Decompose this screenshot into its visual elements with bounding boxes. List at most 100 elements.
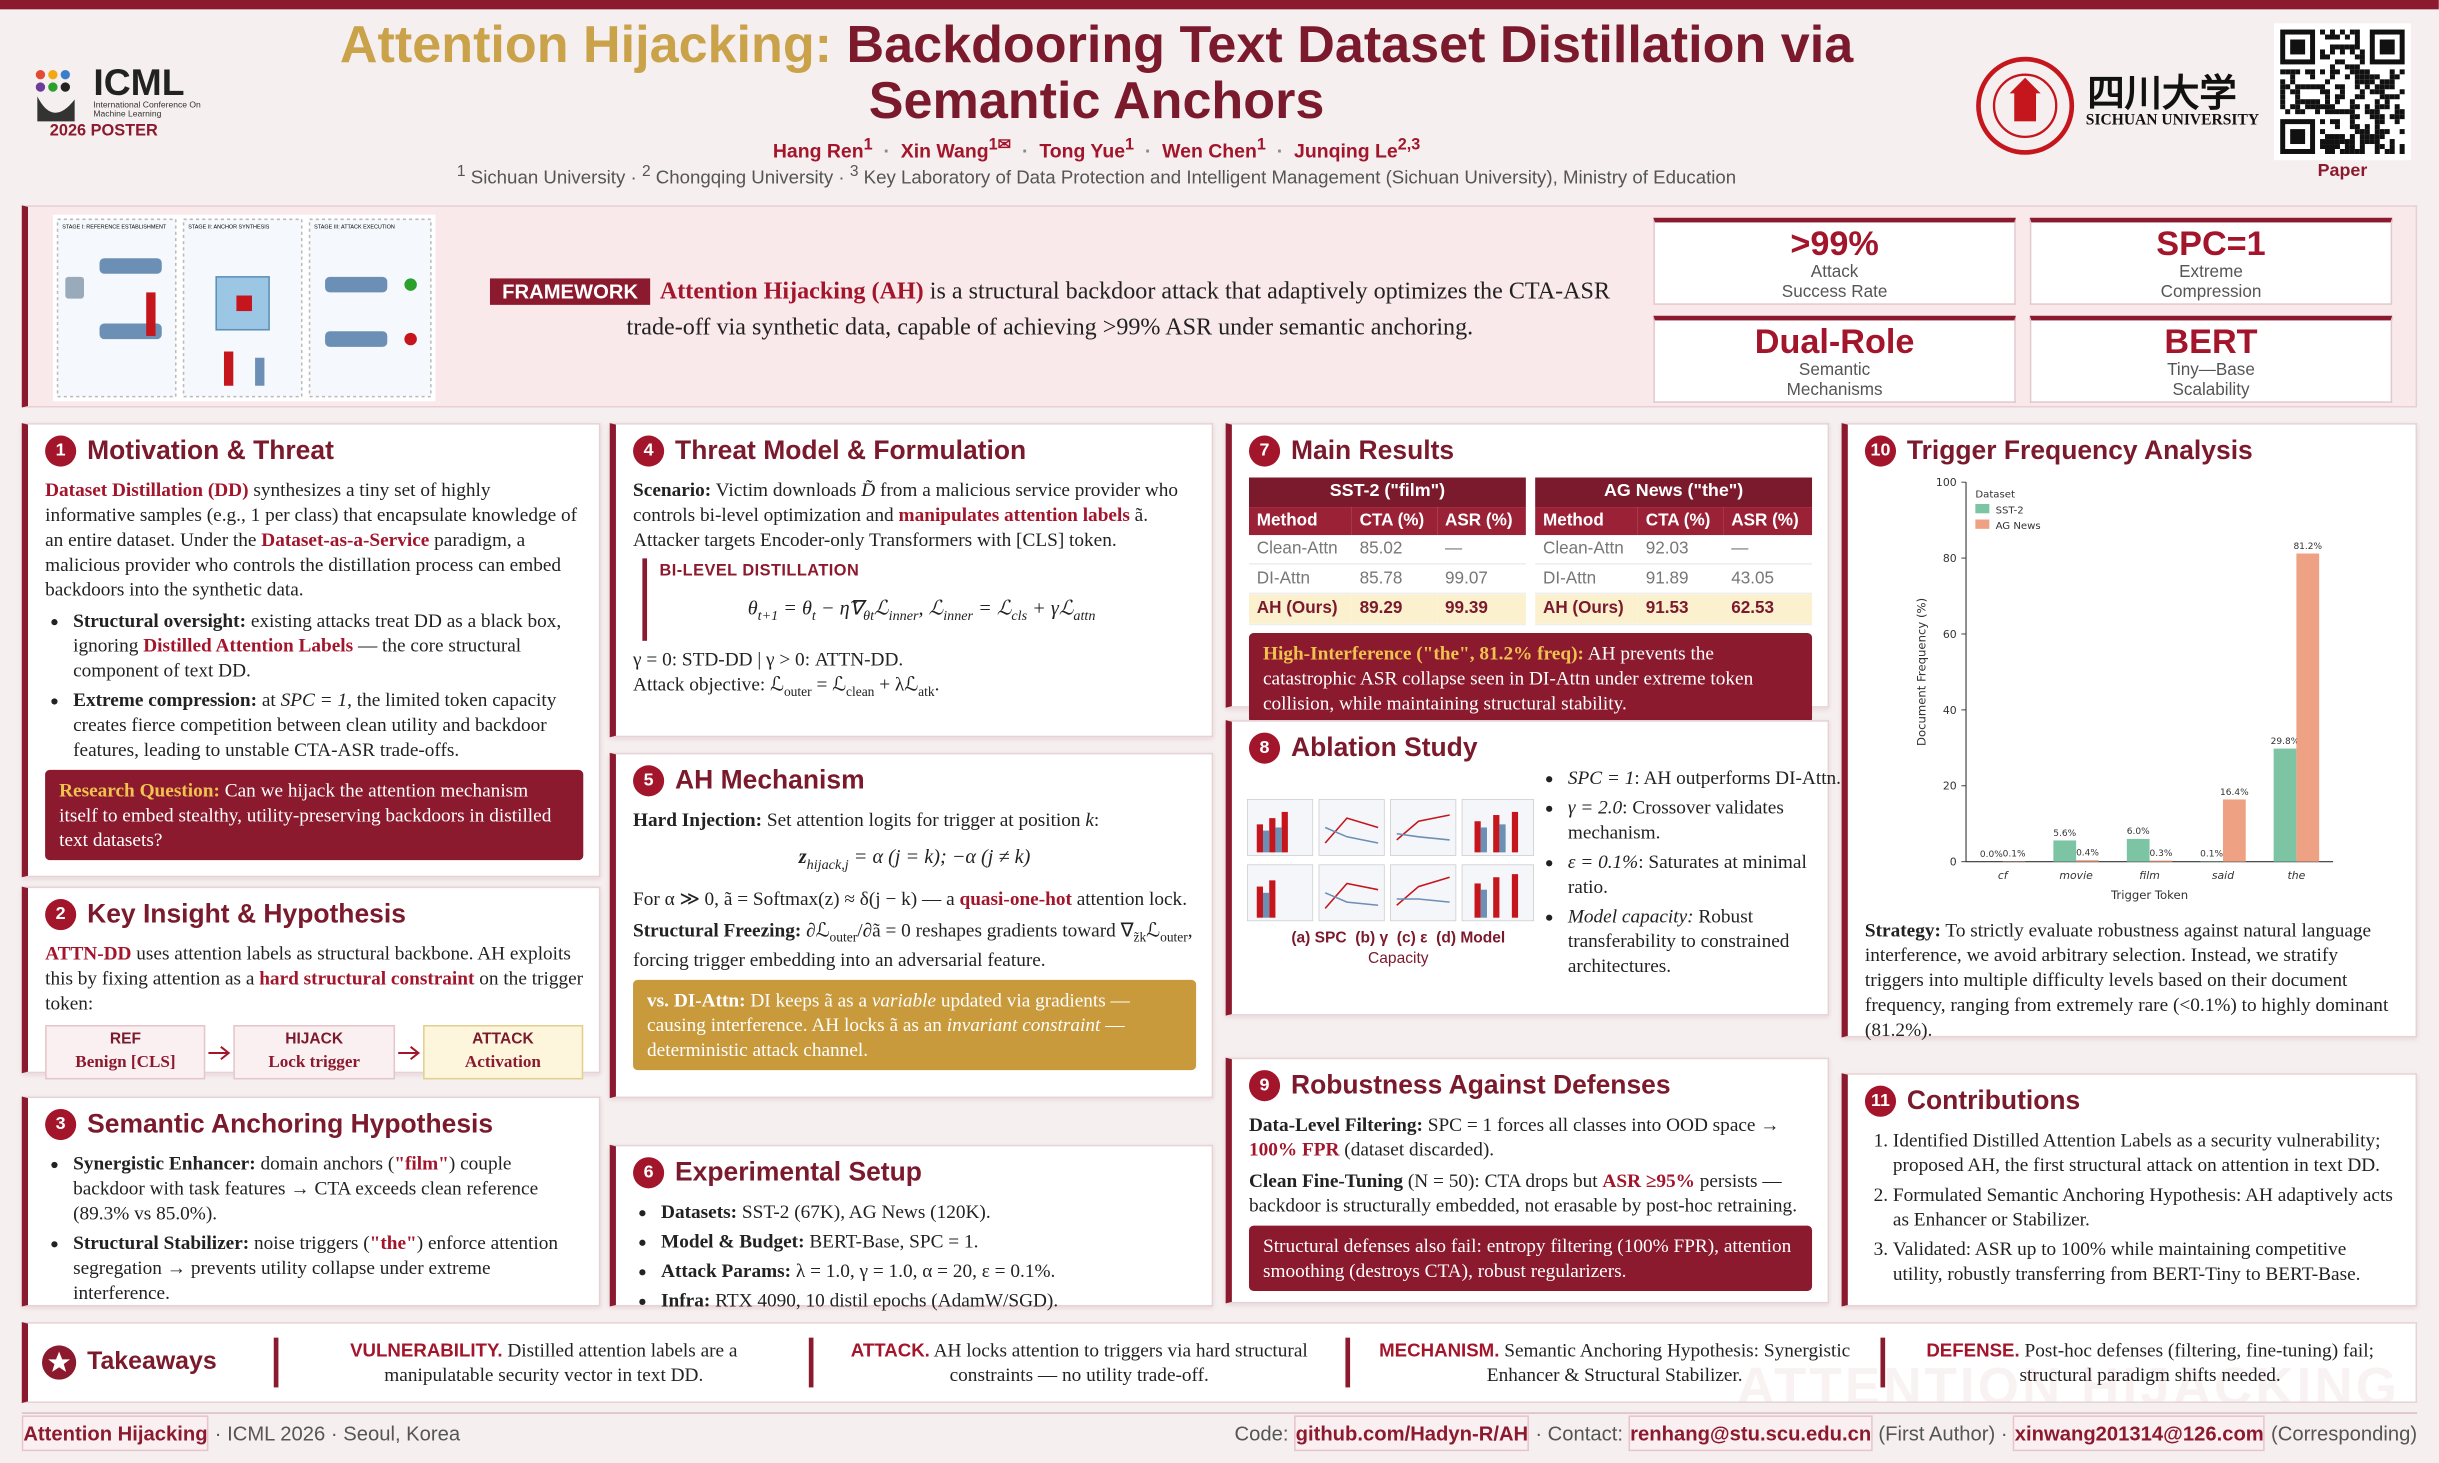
qr-module xyxy=(2280,89,2286,95)
qr-module xyxy=(2325,94,2330,100)
s: Benign [CLS] xyxy=(75,1052,176,1072)
hd: 10 Trigger Frequency Analysis xyxy=(1864,435,2400,467)
td: 89.29 xyxy=(1351,593,1438,625)
figure-label: STAGE II: ANCHOR SYNTHESIS xyxy=(188,225,270,231)
qr-module xyxy=(2364,69,2370,75)
qr-module xyxy=(2389,74,2395,80)
span: Chongqing University xyxy=(655,166,834,189)
qr-module xyxy=(2329,134,2335,140)
value-label: 5.6% xyxy=(2053,829,2076,839)
rect xyxy=(1256,824,1263,853)
text-run: Strategy: xyxy=(1864,919,1941,942)
text-run: outer xyxy=(1160,929,1188,946)
eq: θt+1 = θt − η̃∇θtℒinner, ℒinner = ℒcls +… xyxy=(659,595,1183,625)
qr-module xyxy=(2374,124,2380,130)
path xyxy=(2009,77,2041,94)
qr-module xyxy=(2354,69,2360,75)
rect xyxy=(65,276,84,299)
rect xyxy=(99,258,162,274)
text-run: domain anchors ( xyxy=(255,1152,395,1175)
td: AH (Ours) xyxy=(1535,593,1638,625)
qr-module xyxy=(2334,144,2340,150)
hd: 9 Robustness Against Defenses xyxy=(1248,1070,1812,1102)
qr-module xyxy=(2399,89,2405,95)
text-run: , forcing trigger embedding into an adve… xyxy=(633,919,1193,971)
qr-module xyxy=(2364,74,2370,80)
stat-card: Dual-Role Semantic Mechanisms xyxy=(1653,315,2016,403)
qr-module xyxy=(2334,44,2340,50)
span: Trigger Frequency Analysis xyxy=(1906,435,2253,466)
td: 85.02 xyxy=(1351,535,1438,565)
qr-module xyxy=(2374,144,2380,150)
qr-module xyxy=(2339,94,2345,100)
span: Capacity xyxy=(1368,950,1429,968)
text-run: = ℒ xyxy=(973,594,1012,619)
value-label: 0.0% xyxy=(1980,850,2003,860)
text-run: RTX 4090, 10 distil epochs (AdamW/SGD). xyxy=(710,1289,1059,1312)
num: 8 xyxy=(1248,732,1281,764)
value-label: 29.8% xyxy=(2271,737,2300,747)
result-tables: SST-2 ("film") Method CTA (%) ASR (%) Clean-… xyxy=(1248,477,1813,625)
qr-module xyxy=(2290,79,2296,85)
qr-module xyxy=(2349,149,2355,154)
qr-module xyxy=(2379,89,2385,95)
x-tick-label: said xyxy=(2212,869,2234,882)
text-run: hijack,j xyxy=(806,856,849,872)
text-run: Structural Stabilizer: xyxy=(73,1231,250,1254)
legend-label: AG News xyxy=(1996,521,2041,532)
section-card: 5 AH Mechanism Hard Injection: Set attent… xyxy=(609,752,1214,1099)
qr-module xyxy=(2344,34,2350,40)
tr: Clean-Attn 92.03— xyxy=(1535,535,1813,565)
qr-module xyxy=(2399,129,2405,135)
text-run: at xyxy=(257,689,281,711)
text-run: github.com/Hadyn-R/AH xyxy=(1294,1415,1530,1452)
text-run: = θ xyxy=(778,594,812,619)
td: 43.05 xyxy=(1723,564,1813,595)
qr-module xyxy=(2329,119,2335,125)
legend-label: SST-2 xyxy=(1996,505,2024,516)
qr-module xyxy=(2325,109,2330,115)
qr-module xyxy=(2344,144,2350,150)
qr-module xyxy=(2374,119,2380,125)
ours: AH (Ours) 89.29 99.39 xyxy=(1248,593,1526,625)
qr-module xyxy=(2354,39,2360,45)
fb: HIJACK Lock trigger xyxy=(233,1025,395,1080)
text-run: − η̃∇ xyxy=(815,594,864,619)
text-run: 100% FPR xyxy=(1248,1138,1340,1161)
qr-module xyxy=(2339,89,2345,95)
qr-module xyxy=(2325,54,2330,60)
qr-module xyxy=(2329,44,2335,50)
qr-module xyxy=(2389,94,2395,100)
qr-module xyxy=(2379,84,2385,90)
qr-module xyxy=(2359,94,2365,100)
qr-module xyxy=(2364,139,2370,145)
text-run: Set attention logits for trigger at posi… xyxy=(762,808,1086,831)
framework-figure: STAGE I: REFERENCE ESTABLISHMENT STAGE I… xyxy=(52,214,436,402)
section-card: 8 Ablation Study (a) SPC (b) γ (c) ε (d) … xyxy=(1225,720,1841,1016)
qr-module xyxy=(2280,69,2286,75)
text-run: λ = 1.0, γ = 1.0, α = 20, ε = 0.1%. xyxy=(791,1259,1056,1282)
g xyxy=(1262,824,1506,918)
g xyxy=(1324,814,1450,909)
qr-module xyxy=(2320,69,2326,75)
qr-module xyxy=(2399,144,2405,150)
qr-module xyxy=(2325,104,2330,110)
text-run: = α (j = k); −α (j ≠ k) xyxy=(848,844,1031,868)
v: Dual-Role xyxy=(1754,321,1915,361)
li: γ = 2.0: Crossover validates mechanism. xyxy=(1568,795,1845,845)
flow-arrow xyxy=(208,1045,231,1060)
qr-module xyxy=(2384,99,2390,105)
qr-module xyxy=(2325,89,2330,95)
span: · xyxy=(1276,140,1284,163)
text-run: outer xyxy=(783,683,812,699)
p: Data-Level Filtering: SPC = 1 forces all… xyxy=(1249,1112,1812,1162)
qr-module xyxy=(2399,114,2405,120)
qr-module xyxy=(2329,69,2335,75)
qr-module xyxy=(2374,134,2380,140)
circle xyxy=(404,332,417,346)
qr-module xyxy=(2374,139,2380,145)
footer-right: Code: github.com/Hadyn-R/AH · Contact: r… xyxy=(1234,1415,2417,1452)
hd: 3 Semantic Anchoring Hypothesis xyxy=(45,1109,583,1141)
value-label: 6.0% xyxy=(2127,827,2150,837)
bar xyxy=(2296,553,2320,862)
